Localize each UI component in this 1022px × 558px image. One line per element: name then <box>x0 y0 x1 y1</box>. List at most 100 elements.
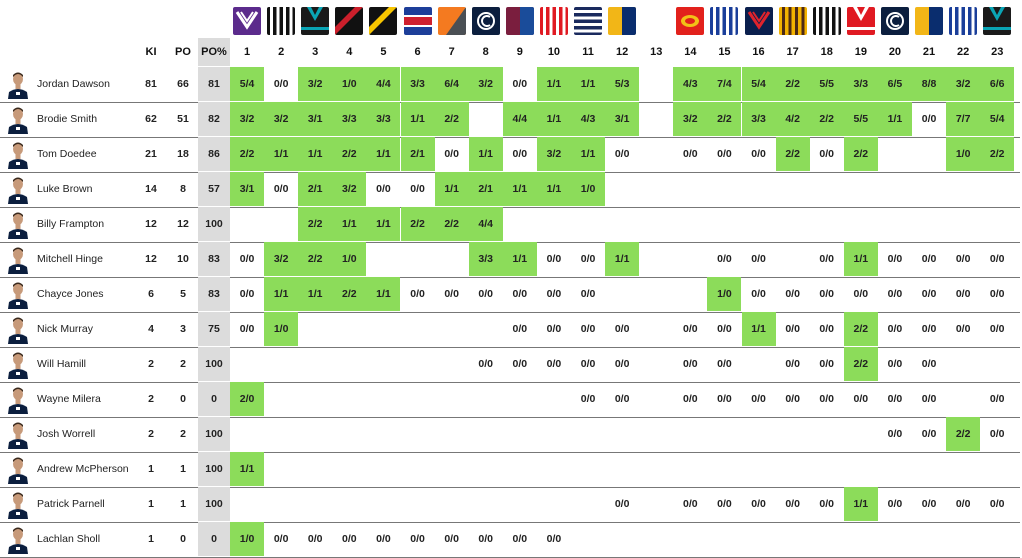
player-row[interactable]: Chayce Jones 6 5 83 0/0 1/1 1/1 2/2 1/1 0/0 0/0 0/0… <box>0 277 1020 313</box>
player-po: 3 <box>180 323 186 335</box>
round-header-7: 7 <box>448 46 455 58</box>
round-cell: 2/2 <box>775 137 810 171</box>
player-name[interactable]: Billy Frampton <box>37 218 105 230</box>
player-avatar <box>6 104 30 134</box>
player-row[interactable]: Brodie Smith 62 51 82 3/2 3/2 3/1 3/3 3/3 1/1 2/2 4… <box>0 102 1020 138</box>
player-row[interactable]: Lachlan Sholl 1 0 0 1/0 0/0 0/0 0/0 0/0 0/0 0/0 0/0… <box>0 522 1020 558</box>
po-pct-header-bg <box>198 38 230 66</box>
player-name[interactable]: Luke Brown <box>37 183 93 195</box>
round-header-12: 12 <box>616 46 629 58</box>
player-avatar <box>6 174 30 204</box>
player-name[interactable]: Wayne Milera <box>37 393 101 405</box>
round-header-9: 9 <box>516 46 523 58</box>
player-row[interactable]: Mitchell Hinge 12 10 83 0/0 3/2 2/2 1/0 3/3 1/1 0/… <box>0 242 1020 278</box>
player-po-pct: 100 <box>198 417 230 451</box>
player-name[interactable]: Josh Worrell <box>37 428 96 440</box>
round-cell: 3/1 <box>605 102 640 136</box>
round-cell: 0/0 <box>546 533 562 545</box>
player-name[interactable]: Tom Doedee <box>37 148 97 160</box>
player-name[interactable]: Lachlan Sholl <box>37 533 101 545</box>
round-cell: 0/0 <box>444 533 459 545</box>
round-cell: 3/3 <box>332 102 367 136</box>
player-name[interactable]: Patrick Parnell <box>37 498 105 510</box>
round-cell: 0/0 <box>512 533 528 545</box>
round-cell: 3/2 <box>536 137 571 171</box>
round-cell: 6/5 <box>877 67 912 101</box>
round-header-1: 1 <box>243 46 251 58</box>
round-cell: 6/6 <box>980 67 1015 101</box>
round-cell: 5/4 <box>741 67 776 101</box>
round-cell: 0/0 <box>955 288 971 300</box>
round-cell: 3/2 <box>468 67 503 101</box>
player-ki: 2 <box>148 428 154 440</box>
round-cell: 0/0 <box>683 498 698 510</box>
player-name[interactable]: Andrew McPherson <box>37 463 129 475</box>
player-row[interactable]: Luke Brown 14 8 57 3/1 0/0 2/1 3/2 0/0 0/0 1/1 2/1 1… <box>0 172 1020 208</box>
round-cell: 1/0 <box>707 277 742 311</box>
player-po: 51 <box>177 113 189 125</box>
player-po: 1 <box>180 463 186 475</box>
player-name[interactable]: Brodie Smith <box>37 113 98 125</box>
round-cell: 1/1 <box>536 102 571 136</box>
round-header-4: 4 <box>346 46 353 58</box>
round-cell: 0/0 <box>989 253 1005 265</box>
round-cell: 2/2 <box>400 207 435 241</box>
round-cell: 1/1 <box>230 452 265 486</box>
player-row[interactable]: Josh Worrell 2 2 100 0/0 0/0 2/2 0/0 <box>0 417 1020 453</box>
round-cell: 4/4 <box>468 207 503 241</box>
round-cell: 0/0 <box>785 323 800 335</box>
player-name[interactable]: Will Hamill <box>37 358 86 370</box>
round-cell: 0/0 <box>751 148 766 160</box>
round-cell: 1/1 <box>536 67 571 101</box>
round-cell: 0/0 <box>955 498 971 510</box>
player-po-pct: 82 <box>198 102 230 136</box>
round-cell: 0/0 <box>921 358 937 370</box>
round-cell: 0/0 <box>785 358 800 370</box>
player-name[interactable]: Jordan Dawson <box>37 78 110 90</box>
player-row[interactable]: Andrew McPherson 1 1 100 1/1 <box>0 452 1020 488</box>
round-cell: 1/1 <box>502 242 537 276</box>
player-po-pct: 100 <box>198 452 230 486</box>
player-po: 12 <box>177 218 189 230</box>
player-po: 0 <box>180 533 186 545</box>
round-cell: 5/4 <box>230 67 265 101</box>
round-cell: 0/0 <box>683 323 698 335</box>
round-cell: 0/0 <box>614 498 630 510</box>
player-avatar <box>6 349 30 379</box>
west-coast-logo-icon <box>915 7 944 35</box>
round-cell: 0/0 <box>887 253 903 265</box>
player-row[interactable]: Jordan Dawson 81 66 81 5/4 0/0 3/2 1/0 4/4 3/3 6/4… <box>0 67 1020 103</box>
round-cell: 2/2 <box>707 102 742 136</box>
column-header-ki: KI <box>145 46 157 58</box>
player-row[interactable]: Billy Frampton 12 12 100 2/2 1/1 1/1 2/2 2/2 4/4 <box>0 207 1020 243</box>
round-cell: 2/1 <box>468 172 503 206</box>
player-row[interactable]: Tom Doedee 21 18 86 2/2 1/1 1/1 2/2 1/1 2/1 0/0 1/1… <box>0 137 1020 173</box>
round-header-21: 21 <box>922 46 936 58</box>
round-cell: 0/0 <box>239 288 255 300</box>
round-cell: 0/0 <box>921 393 937 405</box>
player-name[interactable]: Mitchell Hinge <box>37 253 103 265</box>
player-po: 18 <box>177 148 189 160</box>
round-cell: 0/0 <box>683 148 698 160</box>
round-cell: 0/0 <box>546 358 562 370</box>
player-avatar <box>6 314 30 344</box>
round-cell: 7/4 <box>707 67 742 101</box>
round-cell: 0/0 <box>819 358 835 370</box>
round-cell: 0/0 <box>989 288 1005 300</box>
player-name[interactable]: Nick Murray <box>37 323 94 335</box>
round-cell: 0/0 <box>785 393 800 405</box>
round-cell: 0/0 <box>273 533 289 545</box>
player-row[interactable]: Patrick Parnell 1 1 100 0/0 0/0 0/0 0/0 0/0 0/0 1/… <box>0 487 1020 523</box>
player-row[interactable]: Nick Murray 4 3 75 0/0 1/0 0/0 0/0 0/0 0/0 0/0 0/0 1… <box>0 312 1020 348</box>
player-name[interactable]: Chayce Jones <box>37 288 104 300</box>
round-cell: 0/0 <box>717 358 732 370</box>
essendon-logo-icon <box>335 7 364 35</box>
player-row[interactable]: Will Hamill 2 2 100 0/0 0/0 0/0 0/0 0/0 0/0 0/0 0/0… <box>0 347 1020 383</box>
round-cell: 0/0 <box>478 358 494 370</box>
round-cell: 0/0 <box>921 288 937 300</box>
player-avatar <box>6 139 30 169</box>
player-po: 8 <box>180 183 186 195</box>
player-ki: 4 <box>148 323 154 335</box>
player-row[interactable]: Wayne Milera 2 0 0 2/0 0/0 0/0 0/0 0/0 0/0 0/0 0/0 0… <box>0 382 1020 418</box>
round-cell: 0/0 <box>717 148 732 160</box>
